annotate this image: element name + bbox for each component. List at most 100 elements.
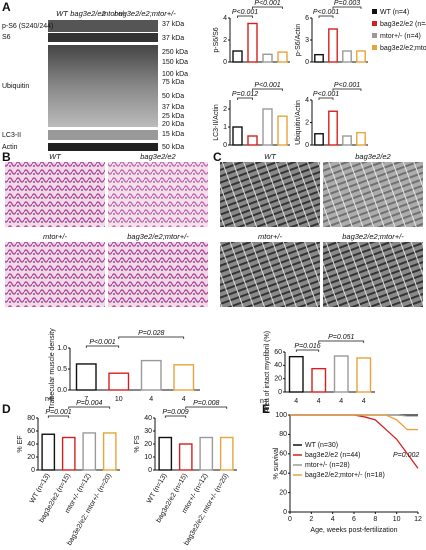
panel-letter: A (2, 0, 11, 14)
significance-bracket (237, 15, 253, 18)
y-tick-label: 20 (274, 376, 282, 383)
y-tick-label: 30 (144, 428, 152, 435)
p-value: P=0.002 (393, 452, 419, 459)
significance-bracket (252, 88, 283, 91)
bar (108, 372, 130, 391)
bar (314, 53, 324, 63)
blot-row: S6 (2, 34, 11, 41)
significance-bracket (318, 15, 334, 18)
kda-marker: 20 kDa (162, 121, 184, 128)
y-tick-label: 80 (279, 431, 287, 438)
em-label: bag3e2/e2;mtor+/- (342, 232, 404, 241)
y-axis-label: LC3-II/Actin (213, 104, 220, 141)
bar (247, 135, 258, 146)
y-axis-label: Ubiquitin/Actin (295, 100, 302, 145)
kda-marker: 150 kDa (162, 59, 188, 66)
y-tick-label: 20 (27, 454, 35, 461)
bar (232, 50, 243, 63)
blot-row: LC3-II (2, 132, 21, 139)
histology-label: bag3e2/e2 (140, 152, 176, 161)
y-tick-label: 20 (279, 489, 287, 496)
x-tick-label: 6 (352, 516, 356, 523)
n-prefix: n= (260, 398, 268, 405)
y-tick-label: 1.0 (57, 345, 67, 352)
y-tick-label: 4 (305, 97, 309, 104)
legend-label: mtor+/- (n=28) (305, 462, 350, 469)
p-value: P<0.001 (232, 9, 258, 16)
p-value: P=0.016 (294, 343, 320, 350)
kda-marker: 50 kDa (162, 93, 184, 100)
significance-bracket (237, 97, 253, 100)
bar (328, 110, 338, 146)
bar (277, 51, 288, 63)
y-tick-label: 0.0 (57, 387, 67, 394)
p-value: P<0.001 (89, 339, 115, 346)
y-tick-label: 80 (27, 415, 35, 422)
bar (356, 357, 372, 393)
y-tick-label: 20 (144, 441, 152, 448)
y-tick-label: 0 (223, 59, 227, 66)
kda-marker: 25 kDa (162, 113, 184, 120)
y-axis-label: % survival (273, 447, 280, 479)
bar (314, 133, 324, 146)
y-tick-label: 40 (274, 362, 282, 369)
p-value: P=0.009 (162, 409, 188, 416)
bar (277, 115, 288, 146)
x-axis-label: Age, weeks post-fertilization (310, 527, 397, 534)
panel-letter: B (2, 150, 11, 164)
y-tick-label: 2 (223, 106, 227, 113)
bar (219, 436, 234, 471)
bar (102, 432, 117, 471)
legend-swatch (372, 45, 377, 50)
kda-marker: 250 kDa (162, 49, 188, 56)
y-tick-label: 40 (144, 415, 152, 422)
p-value: P<0.001 (254, 82, 280, 89)
bar (199, 436, 214, 471)
y-tick-label: 0 (148, 467, 152, 474)
bar (342, 135, 352, 146)
significance-bracket (85, 345, 120, 348)
y-tick-label: 0 (278, 389, 282, 396)
y-tick-label: 0 (223, 142, 227, 149)
x-tick-label: 0 (288, 516, 292, 523)
survival-line (290, 414, 418, 431)
bar (342, 50, 352, 63)
kda-marker: 15 kDa (162, 131, 184, 138)
histology-label: bag3e2/e2;mtor+/- (127, 232, 189, 241)
histology-images (5, 162, 208, 307)
y-tick-label: 3 (305, 37, 309, 44)
p-value: P<0.001 (313, 91, 339, 98)
y-tick-label: 40 (27, 441, 35, 448)
bar (288, 355, 304, 393)
kda-marker: 50 kDa (162, 144, 184, 151)
legend-swatch (372, 33, 377, 38)
significance-bracket (332, 88, 362, 91)
y-axis-label: Area of intact myofibril (%) (264, 331, 271, 413)
p-value: P=0.012 (232, 91, 258, 98)
kda-marker: 100 kDa (162, 71, 188, 78)
y-tick-label: 0 (305, 59, 309, 66)
significance-bracket (252, 6, 283, 9)
y-tick-label: 100 (275, 412, 287, 419)
y-axis-label: % EF (17, 435, 24, 452)
y-axis-label: % FS (134, 435, 141, 452)
n-label: 4 (182, 396, 186, 403)
bar (333, 355, 349, 393)
n-label: 4 (339, 398, 343, 405)
em-images (220, 162, 423, 307)
legend-label: mtor+/- (n=4) (380, 33, 421, 40)
p-value: P=0.008 (193, 400, 219, 407)
bar (178, 443, 193, 471)
blot-image (48, 20, 158, 151)
x-tick-label: 4 (331, 516, 335, 523)
legend-label: bag3e2/e2 (n=4) (380, 21, 426, 28)
histology-label: mtor+/- (43, 232, 67, 241)
significance-bracket (318, 97, 334, 100)
bar (328, 28, 338, 63)
em-label: WT (264, 152, 277, 161)
p-value: P<0.001 (313, 9, 339, 16)
bar (75, 363, 97, 391)
y-tick-label: 2 (305, 119, 309, 126)
legend-label: WT (n=30) (305, 442, 338, 449)
y-tick-label: 0 (305, 142, 309, 149)
